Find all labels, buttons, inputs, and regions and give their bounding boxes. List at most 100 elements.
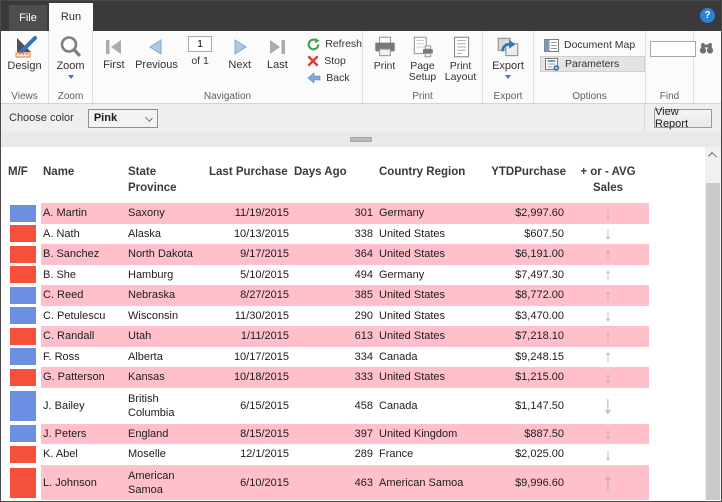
design-label: Design: [7, 60, 42, 72]
ribbon: Design Views Zoom Zoom: [1, 31, 721, 104]
color-dropdown[interactable]: Pink: [87, 108, 158, 128]
cell-state: Moselle: [128, 448, 166, 461]
cell-trend: ↓: [567, 369, 649, 386]
cell-mf: [6, 265, 41, 286]
next-page-button[interactable]: Next: [220, 31, 260, 90]
back-button[interactable]: Back: [307, 71, 362, 85]
cell-country: Germany: [379, 207, 425, 220]
cell-last-purchase: 8/27/2015: [240, 289, 289, 302]
row-band: J. Peters England 8/15/2015 397 United K…: [41, 423, 649, 444]
gender-square-icon: [10, 348, 36, 366]
cell-ytd-purchase: $1,147.50: [515, 399, 564, 412]
stop-button[interactable]: Stop: [307, 54, 362, 68]
cell-name: C. Randall: [43, 330, 95, 343]
page-setup-label: Page Setup: [408, 60, 437, 83]
report-viewport: M/F Name State Province Last Purchase Da…: [1, 147, 705, 500]
page-number-input[interactable]: [188, 36, 213, 52]
cell-last-purchase: 12/1/2015: [240, 448, 289, 461]
trend-arrow-icon: ↓: [603, 444, 613, 464]
zoom-group-label: Zoom: [57, 91, 84, 102]
vertical-scrollbar[interactable]: [705, 147, 721, 500]
cell-name: F. Ross: [43, 350, 80, 363]
parameter-bar-divider: [644, 104, 645, 132]
gender-square-icon: [10, 307, 36, 325]
trend-arrow-icon: ↓: [603, 203, 613, 223]
zoom-button[interactable]: Zoom: [49, 31, 92, 79]
cell-trend: ↓: [567, 425, 649, 442]
stop-icon: [307, 55, 319, 67]
export-button[interactable]: Export: [483, 31, 533, 79]
cell-ytd-purchase: $887.50: [524, 427, 564, 440]
table-row: J. Bailey British Columbia 6/15/2015 458…: [6, 387, 705, 424]
export-icon: [495, 35, 521, 59]
cell-days-ago: 301: [354, 207, 373, 220]
tab-file[interactable]: File: [9, 5, 47, 31]
gender-square-icon: [10, 266, 36, 284]
cell-ytd-purchase: $607.50: [524, 227, 564, 240]
refresh-icon: [307, 37, 320, 51]
splitter-grip[interactable]: [350, 137, 372, 142]
parameters-button[interactable]: Parameters: [540, 56, 645, 72]
scroll-up-icon[interactable]: [708, 152, 717, 161]
tab-run[interactable]: Run: [49, 3, 93, 31]
tab-strip: File Run ?: [1, 1, 721, 31]
cell-state: Utah: [128, 330, 152, 343]
table-row: K. Abel Moselle 12/1/2015 289 France $2,…: [6, 444, 705, 465]
cell-ytd-purchase: $9,996.60: [515, 476, 564, 489]
cell-name: B. She: [43, 268, 77, 281]
cell-last-purchase: 10/13/2015: [233, 227, 289, 240]
last-page-button[interactable]: Last: [260, 31, 296, 90]
first-page-label: First: [103, 59, 125, 71]
cell-state: Alberta: [128, 350, 163, 363]
find-input[interactable]: [650, 41, 696, 57]
cell-ytd-purchase: $6,191.00: [515, 248, 564, 261]
ribbon-group-navigation: First Previous of 1 Next: [93, 31, 363, 103]
previous-page-button[interactable]: Previous: [133, 31, 181, 90]
cell-name: B. Sanchez: [43, 248, 100, 261]
magnifier-icon: [58, 35, 84, 59]
table-row: B. Sanchez North Dakota 9/17/2015 364 Un…: [6, 244, 705, 265]
row-band: L. Johnson American Samoa 6/10/2015 463 …: [41, 464, 649, 500]
help-button[interactable]: ?: [700, 8, 715, 23]
refresh-button[interactable]: Refresh: [307, 37, 362, 51]
cell-ytd-purchase: $2,025.00: [515, 448, 564, 461]
previous-page-label: Previous: [135, 59, 178, 71]
cell-country: United States: [379, 227, 446, 240]
print-layout-button[interactable]: Print Layout: [443, 31, 479, 90]
trend-arrow-icon: ↑: [603, 265, 613, 285]
cell-trend: ↓: [567, 205, 649, 222]
scrollbar-thumb[interactable]: [706, 183, 720, 500]
first-page-button[interactable]: First: [95, 31, 133, 90]
cell-trend: ↑: [567, 246, 649, 263]
cell-last-purchase: 9/17/2015: [240, 248, 289, 261]
document-map-button[interactable]: Document Map: [540, 37, 645, 53]
printer-icon: [372, 35, 398, 59]
cell-state: England: [128, 427, 169, 440]
cell-mf: [6, 388, 41, 424]
cell-days-ago: 463: [354, 476, 373, 489]
page-setup-button[interactable]: Page Setup: [405, 31, 441, 90]
table-row: A. Martin Saxony 11/19/2015 301 Germany …: [6, 203, 705, 224]
cell-name: G. Patterson: [43, 371, 105, 384]
parameter-splitter: [1, 132, 721, 147]
gender-square-icon: [10, 204, 36, 222]
cell-mf: [6, 285, 41, 306]
print-button[interactable]: Print: [367, 31, 403, 90]
export-dropdown-caret-icon[interactable]: [505, 75, 511, 79]
cell-country: United States: [379, 248, 446, 261]
previous-page-icon: [145, 38, 167, 56]
cell-country: France: [379, 448, 414, 461]
cell-mf: [6, 347, 41, 368]
trend-arrow-icon: ↓: [601, 391, 615, 419]
design-button[interactable]: Design: [1, 31, 48, 72]
zoom-dropdown-caret-icon[interactable]: [67, 75, 74, 79]
trend-arrow-icon: ↑: [603, 347, 613, 367]
header-ytd-purchase: YTDPurchase: [491, 166, 566, 178]
trend-arrow-icon: ↑: [601, 468, 615, 496]
binoculars-icon[interactable]: [699, 41, 714, 90]
cell-ytd-purchase: $3,470.00: [515, 309, 564, 322]
gender-square-icon: [10, 245, 36, 263]
view-report-button[interactable]: View Report: [654, 106, 712, 130]
next-page-label: Next: [228, 59, 252, 71]
